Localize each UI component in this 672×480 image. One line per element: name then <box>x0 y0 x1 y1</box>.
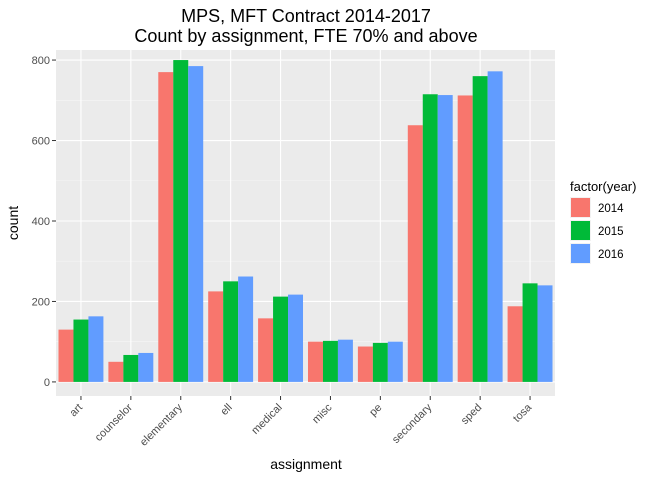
bar-pe-2016 <box>387 341 403 382</box>
y-tick-label: 600 <box>32 136 50 148</box>
bar-secondary-2016 <box>437 95 453 382</box>
x-tick-label: tosa <box>511 401 535 425</box>
x-tick-label: ell <box>218 402 234 418</box>
legend-key-2015 <box>571 221 590 240</box>
bar-art-2015 <box>73 319 89 382</box>
bar-sped-2016 <box>487 71 503 382</box>
bar-elementary-2014 <box>158 72 174 382</box>
y-axis-title: count <box>5 206 21 240</box>
bar-misc-2016 <box>337 339 353 382</box>
x-tick-label: sped <box>459 402 484 427</box>
bar-medical-2014 <box>258 318 274 382</box>
bar-ell-2014 <box>208 291 224 382</box>
bar-tosa-2014 <box>507 306 523 382</box>
bar-misc-2015 <box>322 340 338 382</box>
bar-secondary-2014 <box>407 125 423 382</box>
bar-elementary-2016 <box>188 66 204 382</box>
bar-counselor-2014 <box>108 361 124 382</box>
x-tick-label: misc <box>310 401 335 426</box>
bar-medical-2016 <box>288 294 304 382</box>
bar-art-2014 <box>58 329 74 382</box>
legend-label-2015: 2015 <box>598 226 624 238</box>
bar-pe-2015 <box>372 342 388 382</box>
y-tick-label: 400 <box>32 216 50 228</box>
chart-title: MPS, MFT Contract 2014-2017 <box>181 6 431 26</box>
bar-ell-2016 <box>238 276 254 382</box>
x-tick-label: art <box>68 402 86 420</box>
legend-key-2014 <box>571 198 590 217</box>
bar-sped-2015 <box>472 76 488 382</box>
bar-tosa-2015 <box>522 283 538 382</box>
legend-label-2014: 2014 <box>598 203 624 215</box>
bars <box>58 60 553 382</box>
x-tick-label: secondary <box>390 401 435 446</box>
bar-counselor-2016 <box>138 352 154 382</box>
bar-art-2016 <box>88 316 104 382</box>
chart-subtitle: Count by assignment, FTE 70% and above <box>134 26 477 46</box>
legend-label-2016: 2016 <box>598 249 624 261</box>
bar-pe-2014 <box>357 346 373 382</box>
legend: 2014 2015 2016 <box>570 197 624 264</box>
y-axis: 0 200 400 600 800 <box>32 55 56 389</box>
bar-counselor-2015 <box>123 354 139 382</box>
y-tick-label: 800 <box>32 55 50 67</box>
bar-medical-2015 <box>273 296 289 382</box>
x-tick-label: counselor <box>93 401 135 443</box>
x-tick-label: pe <box>367 402 384 419</box>
x-tick-label: elementary <box>138 401 185 448</box>
x-tick-label: medical <box>249 402 284 437</box>
bar-elementary-2015 <box>173 60 189 382</box>
bar-ell-2015 <box>223 281 239 382</box>
y-tick-label: 200 <box>32 296 50 308</box>
bar-sped-2014 <box>457 95 473 382</box>
legend-key-2016 <box>571 244 590 263</box>
legend-title: factor(year) <box>570 179 636 194</box>
x-axis: art counselor elementary ell medical misc pe se… <box>68 396 535 449</box>
bar-tosa-2016 <box>537 285 553 382</box>
bar-misc-2014 <box>307 341 323 382</box>
bar-secondary-2015 <box>422 94 438 382</box>
x-axis-title: assignment <box>270 456 342 472</box>
y-tick-label: 0 <box>44 377 50 389</box>
